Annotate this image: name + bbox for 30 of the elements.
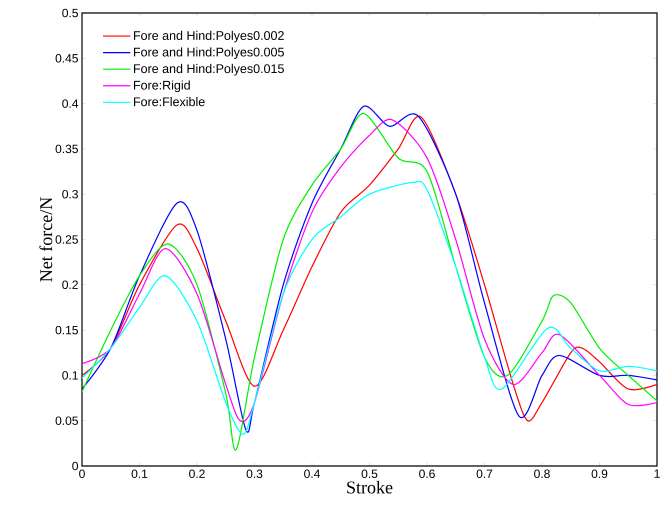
y-tick-label: 0.5 [62, 8, 78, 18]
y-axis-title: Net force/N [39, 197, 52, 282]
y-tick-label: 0.4 [62, 99, 78, 108]
x-tick-label: 0.9 [592, 470, 608, 478]
x-tick-label: 0.1 [132, 470, 148, 478]
legend-label: Fore:Rigid [134, 80, 190, 92]
y-tick-label: 0.05 [56, 416, 78, 425]
x-tick-label: 0 [79, 470, 85, 478]
legend-label: Fore and Hind:Polyes0.015 [134, 64, 284, 76]
x-axis-title: Stroke [347, 480, 392, 494]
legend-label: Fore:Flexible [134, 97, 205, 106]
y-tick-label: 0 [72, 462, 78, 470]
x-tick-label: 0.7 [476, 470, 492, 478]
y-tick-label: 0.35 [56, 144, 78, 154]
y-tick-label: 0.3 [62, 190, 78, 198]
x-tick-label: 0.8 [534, 470, 550, 478]
x-tick-label: 1 [654, 470, 660, 478]
x-tick-label: 0.3 [246, 470, 262, 478]
y-tick-label: 0.2 [62, 280, 78, 290]
x-tick-label: 0.5 [362, 470, 378, 478]
y-tick-label: 0.25 [56, 235, 78, 244]
x-tick-label: 0.6 [419, 470, 435, 478]
line-series [82, 180, 657, 435]
legend-label: Fore and Hind:Polyes0.002 [134, 30, 284, 42]
x-tick-label: 0.4 [304, 470, 320, 478]
legend-label: Fore and Hind:Polyes0.005 [134, 47, 284, 59]
y-tick-label: 0.1 [62, 371, 78, 380]
y-tick-label: 0.15 [56, 326, 78, 334]
x-tick-label: 0.2 [189, 470, 205, 478]
y-tick-label: 0.45 [56, 54, 78, 63]
